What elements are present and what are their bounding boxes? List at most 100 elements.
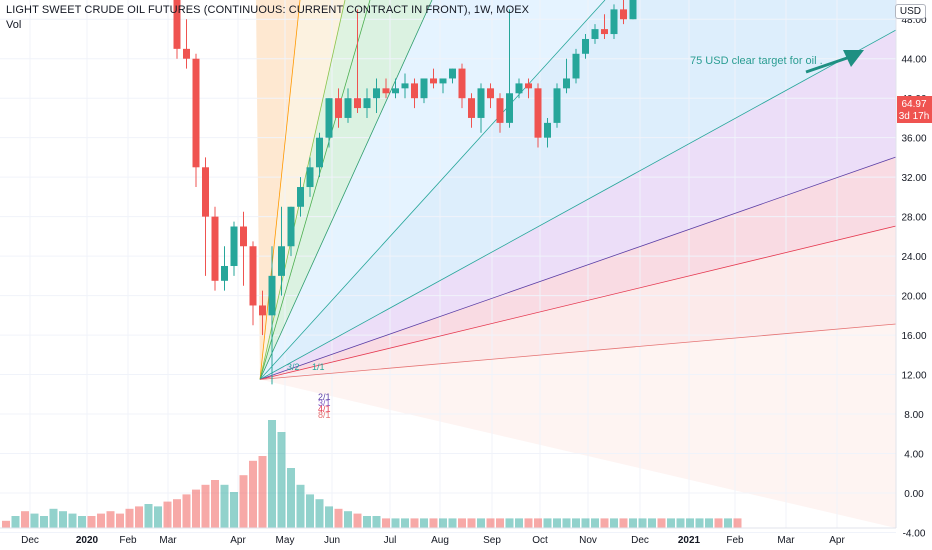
candle-body <box>183 48 190 59</box>
volume-bar <box>116 513 124 528</box>
x-tick-label: Sep <box>483 535 501 546</box>
volume-bar <box>401 518 409 528</box>
x-tick-label: Jul <box>384 535 397 546</box>
x-tick-label: Dec <box>631 535 649 546</box>
candle-body <box>316 137 323 168</box>
y-tick-label: 32.00 <box>901 173 926 184</box>
candle-body <box>411 83 418 99</box>
y-tick-label: 24.00 <box>901 252 926 263</box>
candle-body <box>382 88 390 94</box>
candle-body <box>401 83 409 89</box>
x-tick-label: Dec <box>21 535 39 546</box>
volume-bar <box>562 518 571 528</box>
candle-body <box>344 98 352 118</box>
volume-bar <box>420 518 428 528</box>
volume-bar <box>135 506 143 528</box>
volume-bar <box>230 492 238 528</box>
x-tick-label: Feb <box>726 535 744 546</box>
candle-body <box>582 38 589 54</box>
volume-bar <box>363 516 371 528</box>
candle-body <box>449 68 456 79</box>
candle-body <box>268 275 276 316</box>
candle-body <box>468 98 475 118</box>
x-tick-label: Mar <box>159 535 177 546</box>
candle-body <box>230 226 238 266</box>
volume-bar <box>106 511 115 528</box>
candle-body <box>591 29 599 39</box>
candle-body <box>420 78 428 99</box>
candle-body <box>192 58 200 168</box>
candlesticks <box>173 0 637 385</box>
x-tick-label: 2020 <box>76 535 99 546</box>
volume-bar <box>714 518 723 528</box>
candle-body <box>458 68 466 99</box>
grid-lines <box>0 0 896 533</box>
candle-body <box>173 0 181 49</box>
volume-bar <box>125 508 134 528</box>
fan-ray <box>259 0 371 380</box>
fan-label: 8/1 <box>318 410 331 420</box>
gann-fan-lines <box>259 0 897 380</box>
volume-bar <box>515 518 523 528</box>
candle-body <box>373 88 380 99</box>
volume-bar <box>638 518 647 528</box>
volume-bar <box>239 475 248 528</box>
candle-body <box>487 88 494 99</box>
currency-button[interactable]: USD <box>894 4 926 19</box>
x-axis[interactable]: Dec 2020 Feb Mar Apr May Jun Jul Aug Sep Oct Nov Dec… <box>0 527 896 546</box>
y-tick-label: -4.00 <box>903 528 926 539</box>
candle-body <box>430 78 437 84</box>
volume-bar <box>686 518 694 528</box>
fan-label: 1/1 <box>312 362 325 372</box>
candle-body <box>506 93 513 123</box>
candle-body <box>297 187 304 207</box>
target-annotation: 75 USD clear target for oil . <box>690 55 823 67</box>
candle-body <box>620 9 627 20</box>
volume-bar <box>11 516 20 528</box>
volume-bar <box>173 499 181 528</box>
x-tick-label: Aug <box>431 535 449 546</box>
fan-ray <box>259 225 897 380</box>
fan-label: 2/1 <box>318 392 331 402</box>
y-tick-label: 16.00 <box>901 331 926 342</box>
volume-bar <box>59 511 67 528</box>
current-price-badge: 64.97 3d 17h <box>897 96 932 123</box>
y-axis[interactable]: -4.00 0.00 4.00 8.00 12.00 16.00 20.00 24.00 28.… <box>895 0 927 539</box>
volume-bar <box>695 518 704 528</box>
target-arrow-icon <box>805 50 864 74</box>
candle-body <box>354 98 361 109</box>
x-tick-label: Nov <box>579 535 597 546</box>
y-tick-label: 12.00 <box>901 371 926 382</box>
volume-bar <box>610 518 618 528</box>
fan-region <box>260 0 896 380</box>
volume-bar <box>87 516 96 528</box>
volume-bar <box>154 506 162 528</box>
volume-label: Vol <box>6 19 22 31</box>
volume-bar <box>49 508 58 528</box>
candle-body <box>363 98 371 109</box>
volume-bar <box>724 518 732 528</box>
volume-bar <box>448 518 457 528</box>
fan-ray <box>259 29 897 380</box>
candle-body <box>259 305 266 316</box>
x-tick-label: Apr <box>230 535 246 546</box>
volume-bar <box>163 501 172 528</box>
volume-bar <box>258 456 267 528</box>
volume-bar <box>458 518 466 528</box>
gann-fan-labels: 1/1 3/2 2/13/14/18/1 <box>287 362 331 420</box>
volume-bar <box>505 518 514 528</box>
volume-bar <box>382 518 390 528</box>
volume-bar <box>534 518 542 528</box>
volume-bar <box>277 432 286 528</box>
candle-body <box>515 83 523 94</box>
volume-bar <box>220 484 229 528</box>
badge-price: 64.97 <box>901 99 926 110</box>
candle-body <box>221 265 228 281</box>
candle-body <box>211 216 219 281</box>
candle-body <box>202 167 209 217</box>
volume-bar <box>410 518 419 528</box>
volume-bar <box>97 513 105 528</box>
candle-body <box>306 167 314 188</box>
x-tick-label: 2021 <box>678 535 701 546</box>
